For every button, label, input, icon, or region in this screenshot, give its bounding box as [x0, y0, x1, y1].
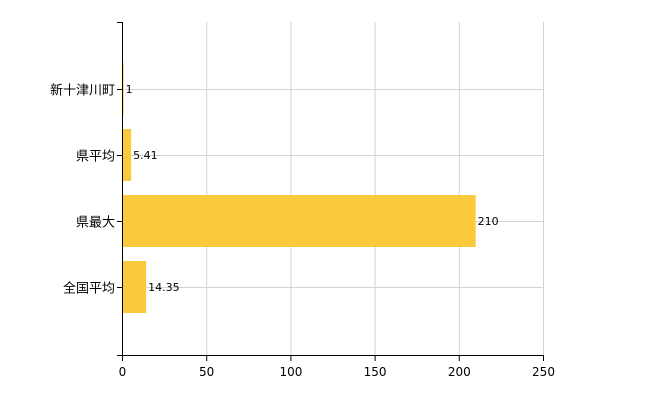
x-tick-label: 250: [532, 365, 555, 379]
x-tick-label: 0: [119, 365, 127, 379]
x-tick-label: 100: [279, 365, 302, 379]
category-label: 全国平均: [63, 281, 115, 297]
category-label: 新十津川町: [50, 83, 115, 99]
category-label: 県平均: [76, 150, 115, 165]
data-label: 210: [478, 215, 499, 228]
data-label: 14.35: [148, 281, 180, 294]
data-label: 1: [126, 83, 133, 96]
bar: [122, 261, 147, 313]
bar: [122, 195, 476, 247]
bar: [122, 129, 132, 181]
axes: [117, 22, 544, 361]
x-tick-label: 50: [199, 365, 214, 379]
data-label: 5.41: [133, 149, 158, 162]
x-tick-label: 150: [364, 365, 387, 379]
category-label: 県最大: [76, 216, 115, 231]
bars: [122, 63, 476, 313]
x-tick-label: 200: [448, 365, 471, 379]
gridlines: [122, 22, 544, 355]
